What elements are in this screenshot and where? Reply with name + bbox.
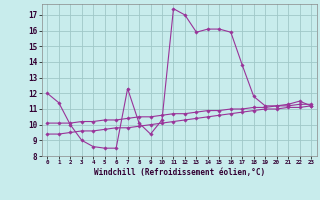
X-axis label: Windchill (Refroidissement éolien,°C): Windchill (Refroidissement éolien,°C) bbox=[94, 168, 265, 177]
